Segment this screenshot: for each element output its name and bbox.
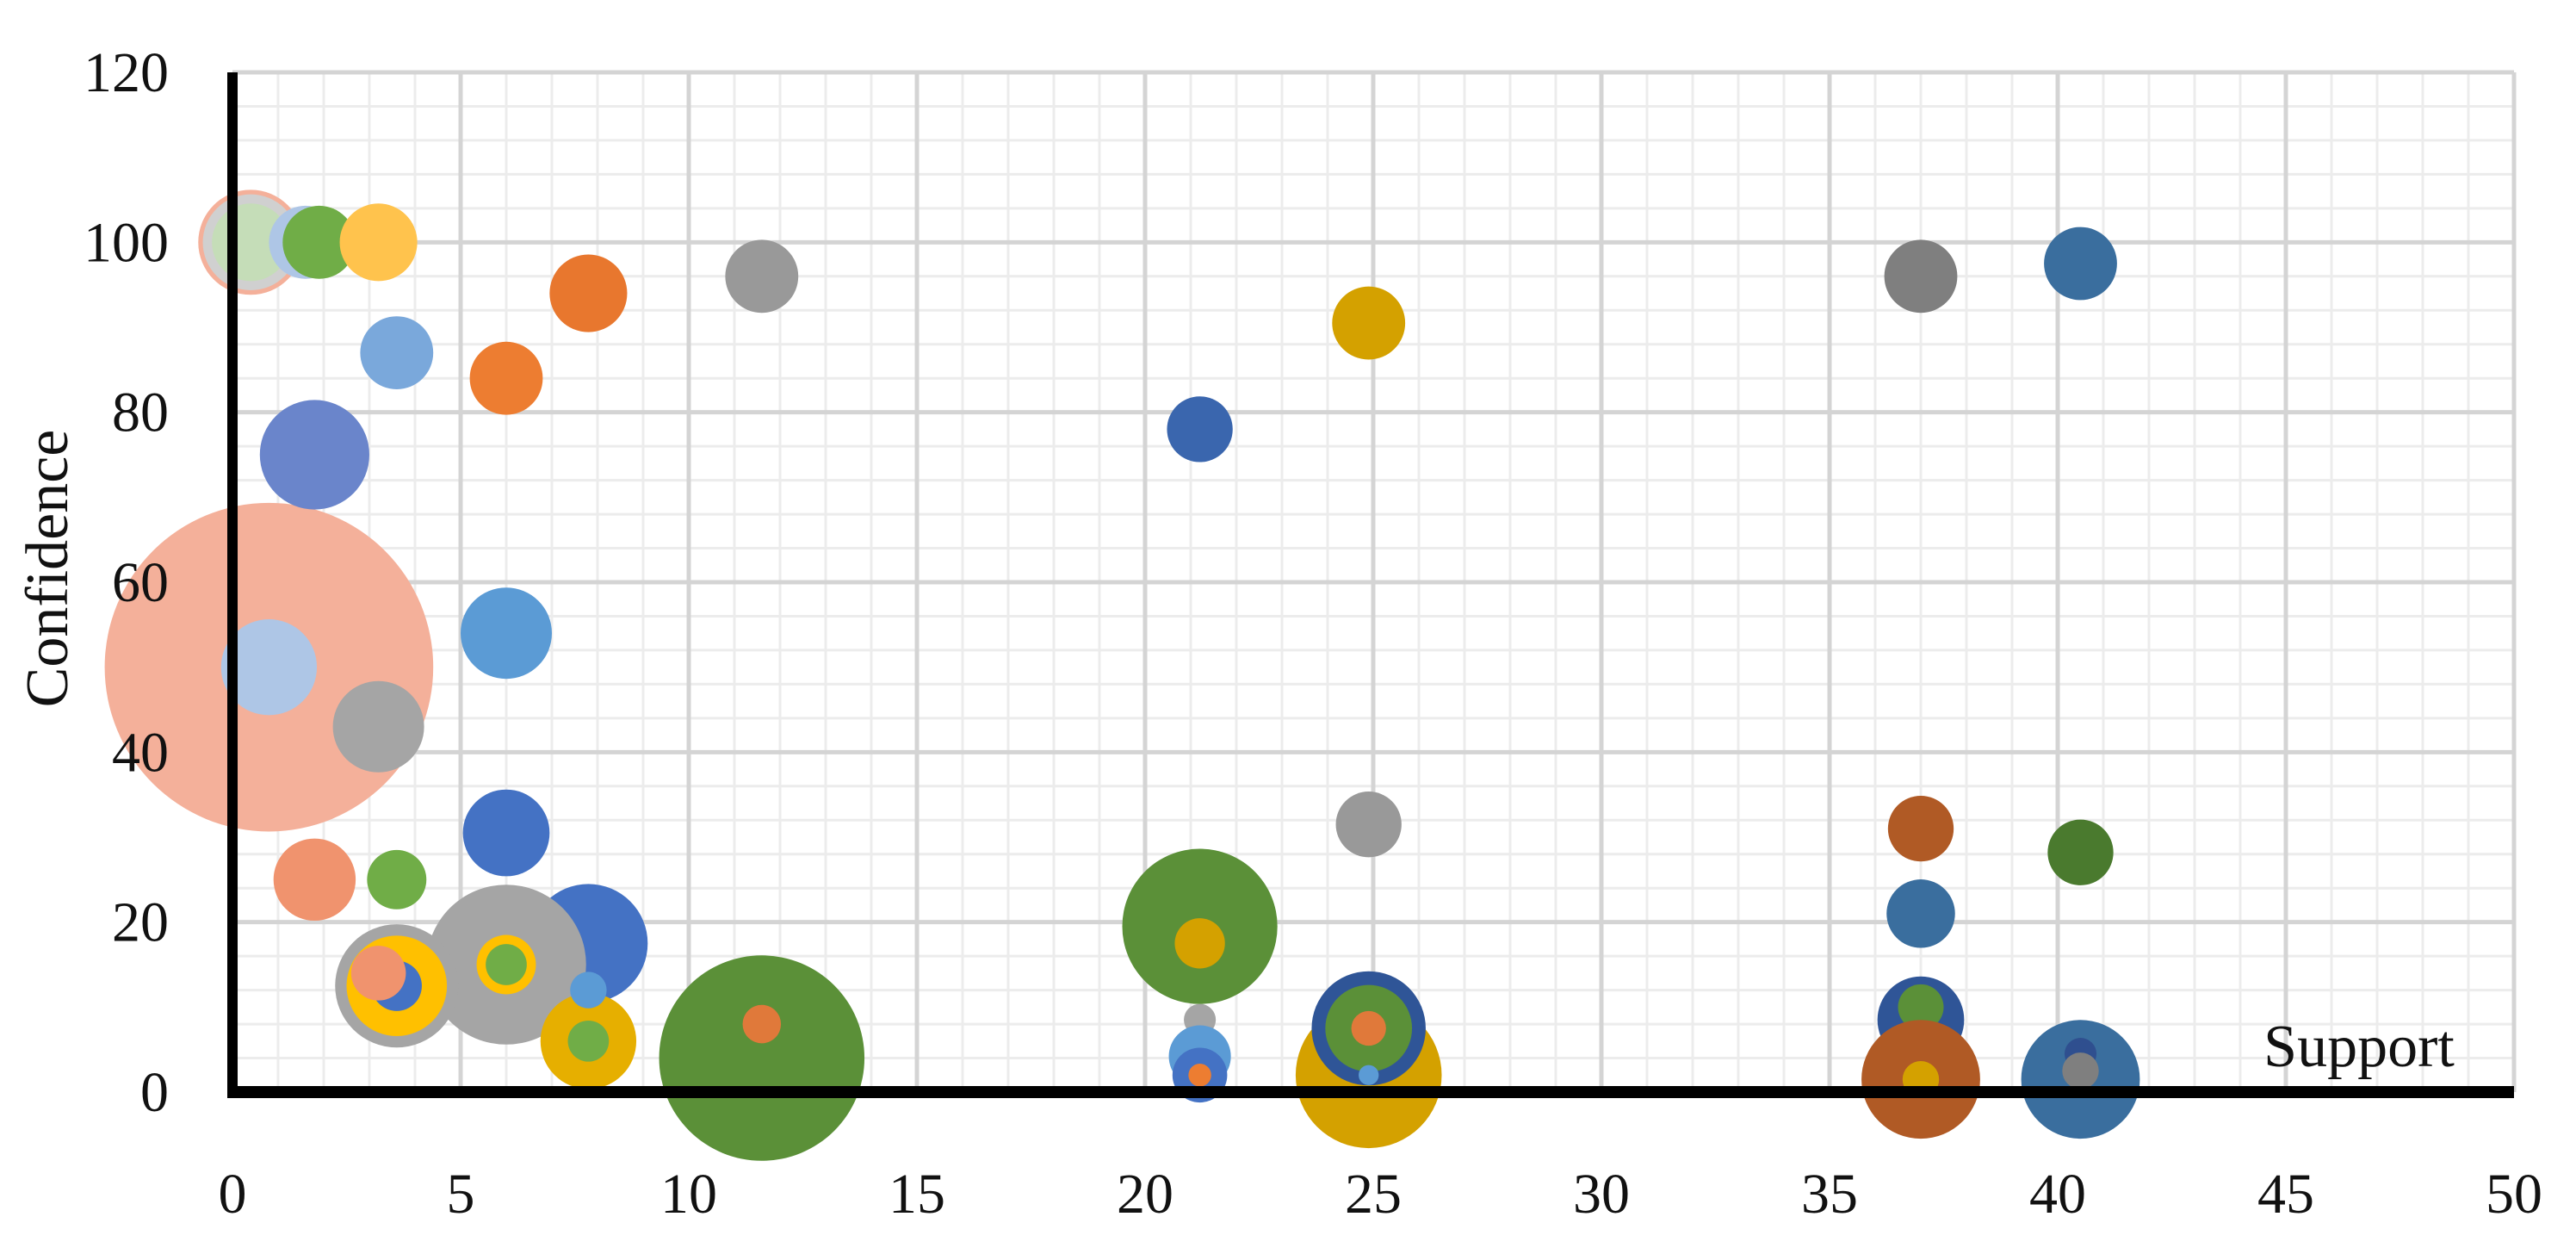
bubble-point <box>570 972 607 1009</box>
bubble-point <box>2047 819 2114 885</box>
x-tick-label: 40 <box>2029 1163 2086 1226</box>
bubble-point <box>486 944 527 985</box>
y-tick-label: 0 <box>140 1061 169 1124</box>
x-tick-label: 10 <box>660 1163 717 1226</box>
x-tick-label: 20 <box>1117 1163 1173 1226</box>
bubble-point <box>259 400 369 510</box>
x-axis-title: Support <box>2263 1014 2455 1080</box>
x-tick-label: 50 <box>2486 1163 2542 1226</box>
bubble-point <box>1188 1064 1211 1087</box>
bubble-point <box>350 946 406 1001</box>
y-tick-label: 40 <box>112 721 169 784</box>
bubble-point <box>360 316 434 389</box>
bubble-point <box>1335 792 1402 858</box>
bubble-point <box>220 619 318 716</box>
x-tick-label: 35 <box>1801 1163 1858 1226</box>
bubble-point <box>1359 1065 1379 1085</box>
y-tick-label: 20 <box>112 891 169 954</box>
y-tick-label: 80 <box>112 382 169 444</box>
bubble-point <box>332 680 424 773</box>
bubble-point <box>1886 879 1955 948</box>
bubble-point <box>1174 918 1225 969</box>
bubble-point <box>462 789 550 877</box>
bubble-point <box>742 1004 782 1044</box>
x-tick-label: 45 <box>2257 1163 2314 1226</box>
y-tick-labels: 0 20 40 60 80 100 120 <box>84 41 169 1124</box>
bubble-point <box>367 849 427 909</box>
x-tick-label: 30 <box>1573 1163 1630 1226</box>
bubble-point <box>1887 795 1954 862</box>
bubble-series <box>104 189 2140 1161</box>
y-tick-label: 120 <box>84 41 169 104</box>
bubble-point <box>567 1020 610 1062</box>
bubble-point <box>659 955 865 1161</box>
bubble-point <box>1351 1010 1386 1046</box>
bubble-point <box>1332 286 1406 360</box>
x-tick-label: 5 <box>447 1163 475 1226</box>
x-tick-labels: 0 5 10 15 20 25 30 35 40 45 50 <box>219 1163 2543 1226</box>
bubble-point <box>461 587 552 680</box>
bubble-point <box>725 239 799 314</box>
bubble-point <box>2044 227 2117 301</box>
bubble-point <box>469 341 543 415</box>
axes <box>227 72 2514 1098</box>
bubble-point <box>1167 396 1233 462</box>
bubble-point <box>1898 984 1944 1030</box>
y-tick-label: 100 <box>84 211 169 274</box>
bubble-point <box>549 254 628 332</box>
bubble-point <box>339 203 418 282</box>
y-axis-title: Confidence <box>15 430 81 708</box>
y-tick-label: 60 <box>112 551 169 614</box>
x-tick-label: 0 <box>219 1163 247 1226</box>
bubble-point <box>273 838 356 922</box>
bubble-point <box>2062 1052 2099 1089</box>
x-tick-label: 25 <box>1345 1163 1402 1226</box>
bubble-point <box>1884 239 1958 314</box>
x-tick-label: 15 <box>889 1163 945 1226</box>
bubble-point <box>282 205 356 279</box>
